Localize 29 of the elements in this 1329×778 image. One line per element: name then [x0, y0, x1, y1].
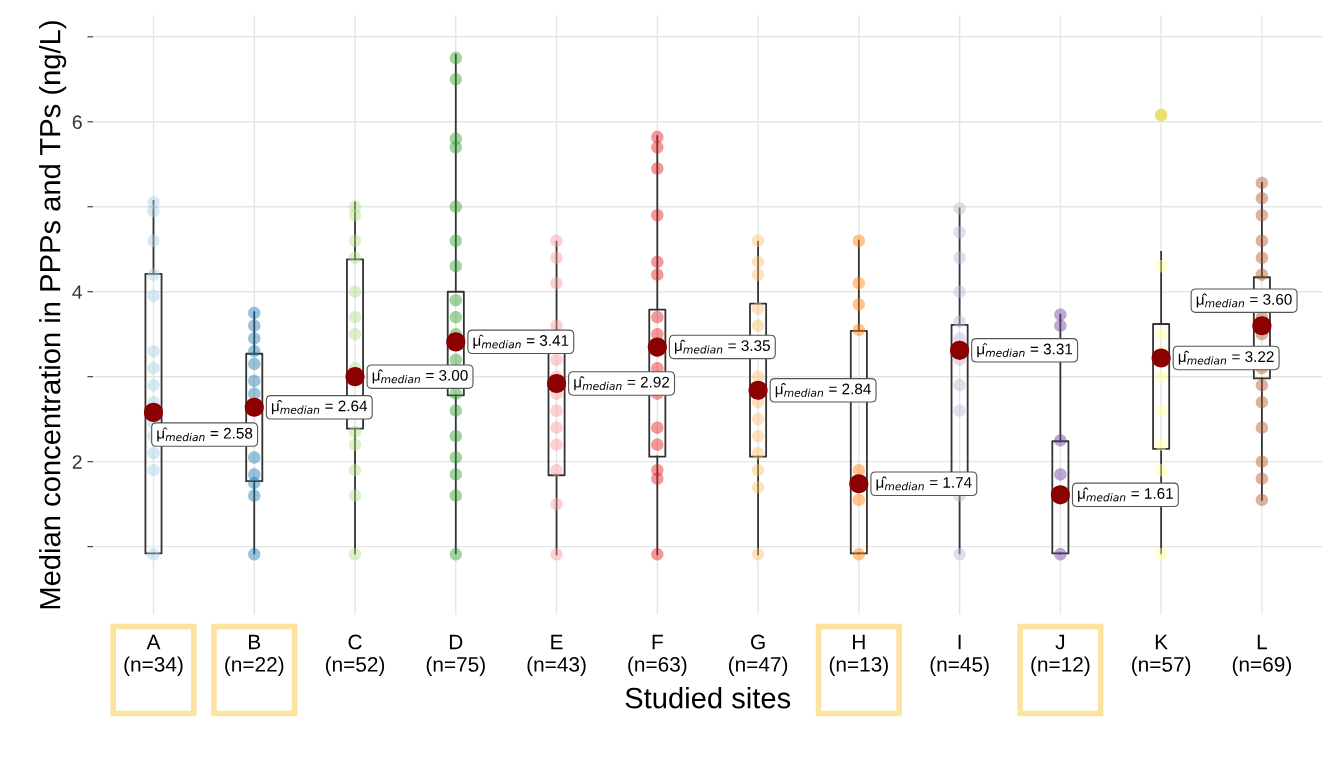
- x-tick-label: I (n=45): [930, 634, 989, 676]
- annotation: μ̂$_{median}$ = 2.64: [271, 400, 368, 415]
- x-tick-label: J (n=12): [1031, 634, 1090, 676]
- x-tick-label: C (n=52): [325, 634, 385, 676]
- x-tick-label: B (n=22): [225, 634, 284, 676]
- y-tick-label: 4: [72, 285, 83, 299]
- x-tick-label: D (n=75): [426, 634, 485, 676]
- annotation: μ̂$_{median}$ = 2.58: [157, 427, 253, 442]
- annotation: μ̂$_{median}$ = 1.74: [876, 476, 972, 491]
- annotation: μ̂$_{median}$ = 2.84: [775, 383, 871, 398]
- annotation: μ̂$_{median}$ = 3.41: [473, 334, 569, 349]
- annotation: μ̂$_{median}$ = 1.61: [1078, 487, 1173, 502]
- annotation: μ̂$_{median}$ = 3.31: [977, 343, 1073, 358]
- y-tick-label: 6: [72, 115, 82, 130]
- y-axis-title: Median concentration in PPPs and TPs (ng/L): [39, 21, 67, 609]
- x-tick-label: A (n=34): [124, 634, 183, 676]
- x-tick-label: F (n=63): [628, 634, 687, 676]
- x-tick-label: E (n=43): [527, 634, 586, 676]
- annotation: μ̂$_{median}$ = 3.60: [1196, 293, 1292, 308]
- x-tick-label: H (n=13): [829, 634, 888, 676]
- x-tick-label: K (n=57): [1132, 634, 1191, 676]
- y-tick-label: 2: [72, 455, 82, 469]
- annotation: μ̂$_{median}$ = 2.92: [574, 376, 670, 391]
- x-tick-label: L (n=69): [1232, 634, 1292, 676]
- x-axis-title: Studied sites: [625, 687, 791, 709]
- annotation: μ̂$_{median}$ = 3.22: [1178, 350, 1274, 365]
- x-tick-label: G (n=47): [728, 634, 788, 676]
- annotation: μ̂$_{median}$ = 3.35: [675, 339, 770, 354]
- annotation: μ̂$_{median}$ = 3.00: [372, 369, 468, 384]
